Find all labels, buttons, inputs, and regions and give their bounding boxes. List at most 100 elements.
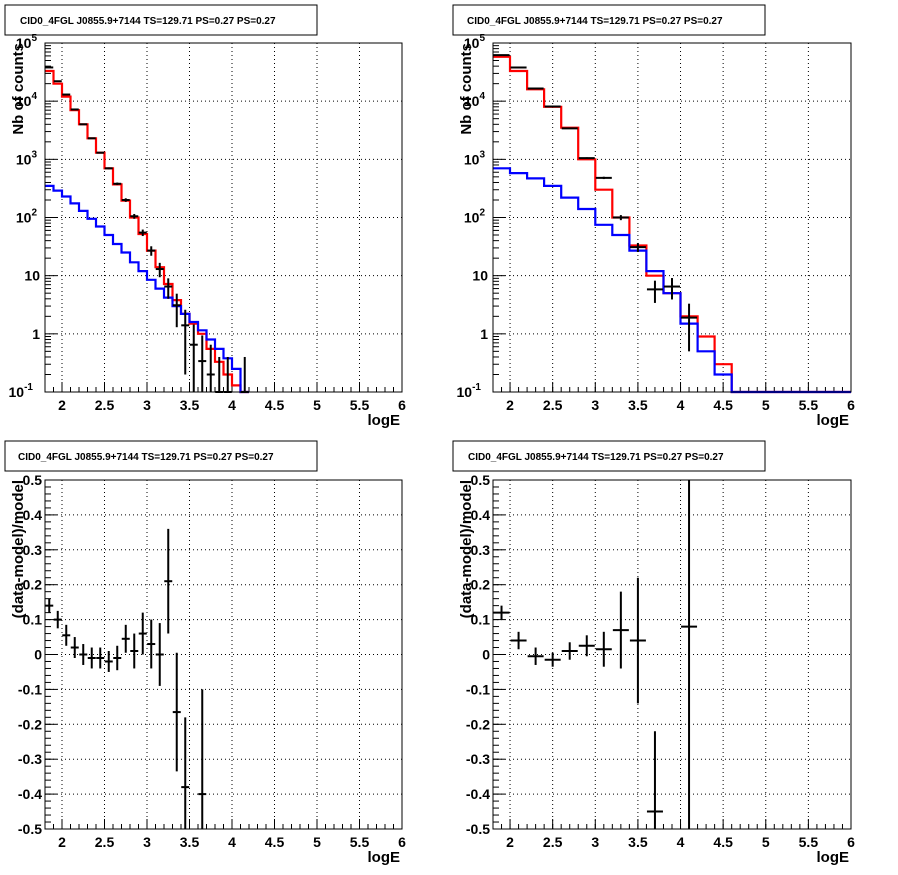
x-tick-label: 5.5 [799,397,819,413]
chart-title: CID0_4FGL J0855.9+7144 TS=129.71 PS=0.27… [20,16,276,27]
plot-frame [44,479,403,830]
x-tick-label: 3 [591,834,599,850]
x-tick-label: 2.5 [543,397,563,413]
x-tick-label: 6 [398,834,406,850]
x-axis-label: logE [817,412,850,429]
y-tick-label: 103 [464,149,486,167]
y-tick-label: -0.3 [466,751,490,767]
y-tick-label: 0.4 [471,507,491,523]
y-tick-label: 10 [24,268,40,284]
x-axis-label: logE [368,412,401,429]
data-points [45,66,249,393]
y-axis-label: (data-model)/model [10,480,27,618]
x-tick-label: 5 [762,834,770,850]
y-tick-label: 0.5 [471,472,491,488]
chart-title: CID0_4FGL J0855.9+7144 TS=129.71 PS=0.27… [18,452,274,463]
y-axis-label: Nb of counts [458,43,475,135]
title-box [4,440,318,472]
x-tick-label: 4 [228,397,236,413]
x-tick-label: 3 [143,397,151,413]
y-tick-label: 103 [16,149,38,167]
y-tick-label: 1 [32,326,40,342]
x-tick-label: 5.5 [799,834,819,850]
x-tick-label: 3.5 [180,397,200,413]
y-tick-label: 1 [480,326,488,342]
x-tick-label: 2 [58,397,66,413]
y-tick-label: -0.1 [18,681,42,697]
y-tick-label: 104 [16,91,38,109]
model-component-histogram [493,167,851,394]
chart-panel-1: CID0_4FGL J0855.9+7144 TS=129.71 PS=0.27… [4,4,406,429]
x-tick-label: 4 [677,397,685,413]
x-tick-label: 2.5 [95,397,115,413]
title-box [4,4,318,36]
y-tick-label: 0.4 [23,507,43,523]
data-points [45,528,207,829]
y-tick-label: -0.5 [466,821,490,837]
x-tick-label: 6 [398,397,406,413]
x-tick-label: 4.5 [713,397,733,413]
data-points [493,54,698,352]
x-tick-label: 3 [591,397,599,413]
y-tick-label: -0.3 [18,751,42,767]
x-tick-label: 5.5 [350,397,370,413]
y-tick-label: 0.3 [23,542,43,558]
x-tick-label: 3.5 [628,397,648,413]
y-tick-label: -0.5 [18,821,42,837]
y-tick-label: 10-1 [457,382,482,400]
x-tick-label: 3.5 [628,834,648,850]
y-tick-label: 0.1 [23,612,43,628]
plot-frame [492,42,852,393]
x-tick-label: 2.5 [95,834,115,850]
x-tick-label: 5 [313,397,321,413]
x-tick-label: 6 [847,834,855,850]
x-tick-label: 5 [762,397,770,413]
chart-panel-4: CID0_4FGL J0855.9+7144 TS=129.71 PS=0.27… [452,440,855,866]
y-tick-label: 104 [464,91,486,109]
y-tick-label: 10 [472,268,488,284]
y-tick-label: 10-1 [9,382,34,400]
y-axis-label: (data-model)/model [458,480,475,618]
x-tick-label: 4.5 [713,834,733,850]
plot-frame [492,479,852,830]
chart-panel-2: CID0_4FGL J0855.9+7144 TS=129.71 PS=0.27… [452,4,855,429]
y-tick-label: 0 [34,647,42,663]
x-tick-label: 2 [506,834,514,850]
y-tick-label: 105 [16,33,38,51]
x-tick-label: 4 [677,834,685,850]
x-tick-label: 4.5 [265,397,285,413]
y-tick-label: -0.1 [466,681,490,697]
y-tick-label: 102 [464,208,486,226]
y-tick-label: 105 [464,33,486,51]
x-tick-label: 2 [506,397,514,413]
y-tick-label: -0.2 [466,716,490,732]
title-box [452,4,766,36]
x-tick-label: 2.5 [543,834,563,850]
model-total-histogram [493,55,851,394]
y-axis-label: Nb of counts [10,43,27,135]
y-tick-label: -0.4 [18,786,42,802]
x-axis-label: logE [817,849,850,866]
y-tick-label: 0.2 [471,577,491,593]
data-points [493,480,698,829]
chart-title: CID0_4FGL J0855.9+7144 TS=129.71 PS=0.27… [467,16,723,27]
y-tick-label: 102 [16,208,38,226]
plot-frame [44,42,403,393]
y-tick-label: 0.3 [471,542,491,558]
y-tick-label: 0.2 [23,577,43,593]
y-tick-label: 0.5 [23,472,43,488]
y-tick-label: -0.4 [466,786,490,802]
x-tick-label: 5.5 [350,834,370,850]
title-box [452,440,766,472]
x-tick-label: 3.5 [180,834,200,850]
x-tick-label: 5 [313,834,321,850]
chart-title: CID0_4FGL J0855.9+7144 TS=129.71 PS=0.27… [468,452,724,463]
chart-panel-3: CID0_4FGL J0855.9+7144 TS=129.71 PS=0.27… [4,440,406,866]
model-total-histogram [45,69,249,394]
y-tick-label: 0 [482,647,490,663]
model-component-histogram [45,184,249,394]
y-tick-label: 0.1 [471,612,491,628]
x-tick-label: 4.5 [265,834,285,850]
x-tick-label: 6 [847,397,855,413]
